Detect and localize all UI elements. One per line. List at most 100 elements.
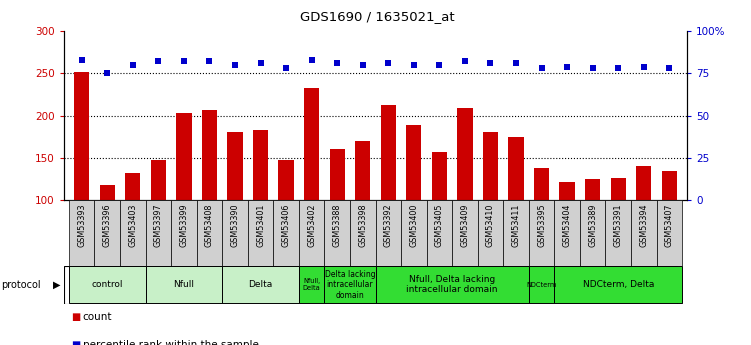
Bar xyxy=(406,125,421,200)
Point xyxy=(510,60,522,66)
Point xyxy=(459,59,471,64)
Text: GSM53400: GSM53400 xyxy=(409,203,418,247)
Point xyxy=(433,62,445,68)
Bar xyxy=(529,200,554,266)
Point xyxy=(638,64,650,69)
Point xyxy=(255,60,267,66)
Text: NDCterm: NDCterm xyxy=(526,282,556,288)
Bar xyxy=(202,110,217,200)
Text: GSM53389: GSM53389 xyxy=(588,203,597,247)
Bar xyxy=(508,137,523,200)
Text: GSM53399: GSM53399 xyxy=(179,203,189,247)
Text: GSM53393: GSM53393 xyxy=(77,203,86,247)
Text: GSM53397: GSM53397 xyxy=(154,203,163,247)
Text: GSM53409: GSM53409 xyxy=(460,203,469,247)
Text: GSM53394: GSM53394 xyxy=(639,203,648,247)
Text: GSM53407: GSM53407 xyxy=(665,203,674,247)
Bar xyxy=(299,266,324,303)
Point xyxy=(76,57,88,62)
Point xyxy=(408,62,420,68)
Text: GSM53408: GSM53408 xyxy=(205,203,214,247)
Bar xyxy=(376,200,401,266)
Bar xyxy=(529,266,554,303)
Bar xyxy=(197,200,222,266)
Bar xyxy=(611,178,626,200)
Bar xyxy=(273,200,299,266)
Point xyxy=(178,59,190,64)
Bar xyxy=(222,200,248,266)
Bar xyxy=(355,141,370,200)
Bar xyxy=(176,113,192,200)
Bar xyxy=(324,200,350,266)
Point xyxy=(204,59,216,64)
Bar xyxy=(427,200,452,266)
Bar xyxy=(350,200,376,266)
Text: GSM53404: GSM53404 xyxy=(562,203,572,247)
Text: GDS1690 / 1635021_at: GDS1690 / 1635021_at xyxy=(300,10,455,23)
Bar xyxy=(432,152,447,200)
Text: GSM53395: GSM53395 xyxy=(537,203,546,247)
Bar xyxy=(554,200,580,266)
Bar xyxy=(580,200,605,266)
Text: GSM53402: GSM53402 xyxy=(307,203,316,247)
Text: percentile rank within the sample: percentile rank within the sample xyxy=(83,340,258,345)
Text: GSM53406: GSM53406 xyxy=(282,203,291,247)
Text: GSM53405: GSM53405 xyxy=(435,203,444,247)
Bar xyxy=(452,200,478,266)
Bar xyxy=(171,200,197,266)
Point xyxy=(152,59,164,64)
Point xyxy=(587,66,599,71)
Text: GSM53398: GSM53398 xyxy=(358,203,367,247)
Bar xyxy=(636,166,651,200)
Bar xyxy=(304,88,319,200)
Bar xyxy=(534,168,549,200)
Point xyxy=(127,62,139,68)
Text: GSM53392: GSM53392 xyxy=(384,203,393,247)
Bar xyxy=(376,266,529,303)
Bar xyxy=(503,200,529,266)
Bar xyxy=(381,105,396,200)
Text: GSM53410: GSM53410 xyxy=(486,203,495,247)
Point xyxy=(561,64,573,69)
Point xyxy=(280,66,292,71)
Bar xyxy=(146,266,222,303)
Bar xyxy=(478,200,503,266)
Bar xyxy=(228,132,243,200)
Text: GSM53388: GSM53388 xyxy=(333,203,342,247)
Point xyxy=(306,57,318,62)
Text: Nfull,
Delta: Nfull, Delta xyxy=(303,278,321,291)
Bar xyxy=(151,160,166,200)
Bar xyxy=(401,200,427,266)
Text: ■: ■ xyxy=(71,340,80,345)
Bar xyxy=(554,266,682,303)
Bar xyxy=(69,200,95,266)
Bar xyxy=(324,266,376,303)
Point xyxy=(229,62,241,68)
Bar xyxy=(299,200,324,266)
Text: Delta lacking
intracellular
domain: Delta lacking intracellular domain xyxy=(324,270,376,299)
Point xyxy=(663,66,675,71)
Text: control: control xyxy=(92,280,123,289)
Bar xyxy=(279,160,294,200)
Text: GSM53390: GSM53390 xyxy=(231,203,240,247)
Text: ■: ■ xyxy=(71,313,80,322)
Text: count: count xyxy=(83,313,112,322)
Bar xyxy=(100,185,115,200)
Bar xyxy=(69,266,146,303)
Text: Nfull: Nfull xyxy=(173,280,195,289)
Bar xyxy=(253,130,268,200)
Text: Delta: Delta xyxy=(249,280,273,289)
Point xyxy=(484,60,496,66)
Text: Nfull, Delta lacking
intracellular domain: Nfull, Delta lacking intracellular domai… xyxy=(406,275,498,294)
Bar xyxy=(457,108,472,200)
Bar xyxy=(656,200,682,266)
Point xyxy=(382,60,394,66)
Bar xyxy=(662,170,677,200)
Point xyxy=(331,60,343,66)
Text: GSM53396: GSM53396 xyxy=(103,203,112,247)
Point xyxy=(357,62,369,68)
Bar xyxy=(146,200,171,266)
Text: GSM53391: GSM53391 xyxy=(614,203,623,247)
Bar xyxy=(120,200,146,266)
Text: GSM53403: GSM53403 xyxy=(128,203,137,247)
